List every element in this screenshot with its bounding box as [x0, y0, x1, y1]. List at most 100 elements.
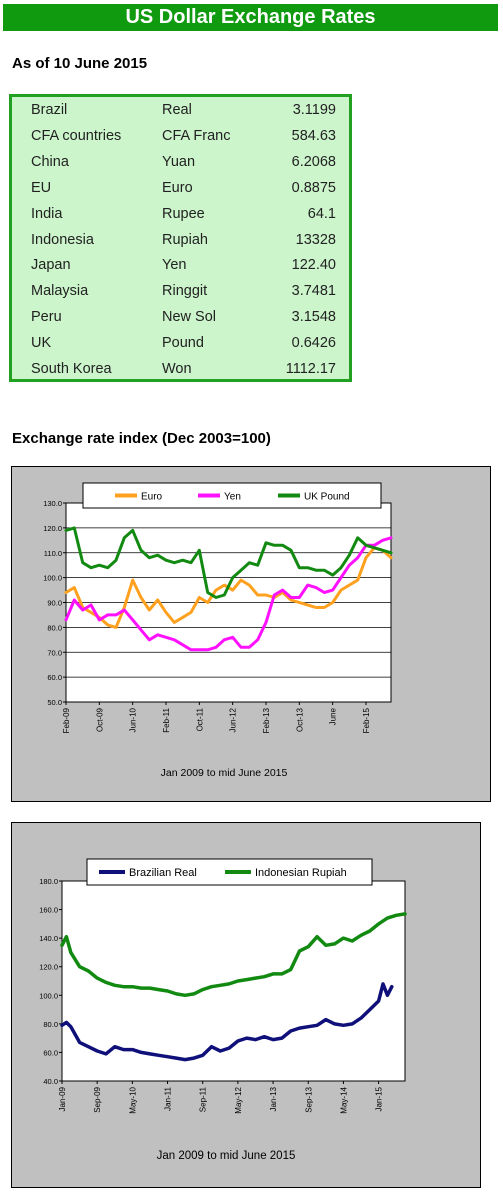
rate-value-cell: 122.40 — [291, 257, 336, 274]
rate-value-cell: 0.6426 — [291, 335, 336, 352]
x-tick-label: Feb-09 — [62, 707, 71, 733]
real-rupiah-index-chart: 40.0 60.0 80.0 100.0 120.0 140.0 160.0 180.0 Jan… — [39, 858, 407, 1162]
rate-row: Brazil Real 3.1199 — [12, 99, 349, 125]
rate-row: Malaysia Ringgit 3.7481 — [12, 280, 349, 306]
rate-value-cell: 1112.17 — [285, 361, 336, 377]
rate-row: China Yuan 6.2068 — [12, 151, 349, 177]
x-tick-label: Oct-13 — [295, 707, 304, 732]
rate-value-cell: 0.8875 — [291, 179, 336, 196]
series-line — [60, 912, 407, 998]
x-tick-label: Feb-13 — [262, 707, 271, 733]
legend-label: UK Pound — [304, 492, 350, 503]
y-tick-label: 100.0 — [39, 991, 58, 1000]
rate-value-cell: 3.7481 — [291, 283, 336, 300]
x-tick-label: Jan-13 — [269, 1086, 278, 1111]
x-tick-label: Feb-15 — [362, 707, 371, 733]
legend-label: Euro — [141, 492, 163, 503]
chart-caption: Jan 2009 to mid June 2015 — [157, 1150, 296, 1162]
country-cell: Brazil — [31, 102, 68, 118]
currency-cell: Rupiah — [162, 231, 208, 248]
country-cell: CFA countries — [31, 127, 122, 144]
y-tick-label: 110.0 — [44, 549, 62, 558]
country-cell: UK — [31, 335, 52, 352]
rate-value-cell: 584.63 — [291, 127, 336, 144]
chart-panel-1: 50.0 60.0 70.0 80.0 90.0 100.0 110.0 120.0 130.0… — [11, 466, 491, 802]
rate-row: CFA countries CFA Franc 584.63 — [12, 125, 349, 151]
y-tick-label: 40.0 — [43, 1077, 58, 1086]
y-tick-label: 140.0 — [39, 934, 58, 943]
rate-row: Peru New Sol 3.1548 — [12, 306, 349, 332]
x-tick-label: Oct-11 — [195, 707, 204, 731]
rate-row: South Korea Won 1112.17 — [12, 358, 349, 384]
legend-label: Brazilian Real — [129, 867, 197, 879]
y-tick-label: 90.0 — [47, 599, 62, 608]
x-tick-label: Jan-11 — [164, 1086, 173, 1110]
y-tick-label: 80.0 — [47, 623, 62, 632]
rate-value-cell: 64.1 — [307, 205, 336, 222]
x-tick-label: Jan-09 — [58, 1086, 67, 1111]
x-tick-label: May-12 — [234, 1086, 243, 1113]
y-tick-label: 120.0 — [39, 963, 58, 972]
rate-value-cell: 3.1548 — [291, 309, 336, 326]
y-tick-label: 70.0 — [47, 648, 62, 657]
x-tick-label: Feb-11 — [162, 707, 171, 732]
country-cell: Malaysia — [31, 283, 89, 300]
y-tick-label: 60.0 — [47, 673, 62, 682]
exchange-rate-table: Brazil Real 3.1199 CFA countries CFA Franc 58… — [9, 94, 352, 382]
x-tick-label: May-14 — [339, 1086, 348, 1113]
x-tick-label: Oct-09 — [95, 707, 104, 732]
rate-row: UK Pound 0.6426 — [12, 332, 349, 358]
x-tick-label: June — [329, 707, 338, 725]
series-line — [64, 536, 393, 652]
country-cell: Peru — [31, 309, 62, 326]
index-section-title: Exchange rate index (Dec 2003=100) — [12, 430, 271, 447]
chart-panel-2: 40.0 60.0 80.0 100.0 120.0 140.0 160.0 180.0 Jan… — [11, 822, 481, 1188]
currency-cell: Rupee — [162, 205, 205, 222]
currency-cell: Yuan — [162, 153, 196, 170]
currency-cell: Pound — [162, 335, 204, 352]
rate-value-cell: 13328 — [295, 231, 336, 248]
currency-cell: Real — [162, 102, 192, 118]
as-of-date: As of 10 June 2015 — [12, 55, 148, 72]
y-tick-label: 100.0 — [43, 574, 62, 583]
currency-cell: Won — [162, 361, 192, 377]
currency-cell: Yen — [162, 257, 187, 274]
x-tick-label: Jun-12 — [229, 707, 238, 732]
y-tick-label: 60.0 — [43, 1048, 58, 1057]
country-cell: South Korea — [31, 361, 112, 377]
y-tick-label: 130.0 — [43, 499, 62, 508]
rate-row: Japan Yen 122.40 — [12, 254, 349, 280]
currency-cell: CFA Franc — [162, 127, 231, 144]
x-tick-label: May-10 — [128, 1086, 137, 1113]
y-tick-label: 80.0 — [43, 1020, 58, 1029]
x-tick-label: Jan-15 — [375, 1086, 384, 1111]
rate-row: EU Euro 0.8875 — [12, 177, 349, 203]
rate-value-cell: 6.2068 — [291, 153, 336, 170]
y-tick-label: 180.0 — [39, 877, 58, 886]
rate-row: India Rupee 64.1 — [12, 203, 349, 229]
chart-caption: Jan 2009 to mid June 2015 — [161, 767, 288, 779]
rate-row: Indonesia Rupiah 13328 — [12, 229, 349, 255]
currency-cell: Euro — [162, 179, 193, 196]
country-cell: Indonesia — [31, 231, 94, 248]
series-line — [60, 982, 394, 1062]
y-tick-label: 160.0 — [39, 906, 58, 915]
rate-value-cell: 3.1199 — [292, 102, 336, 118]
exchange-rate-index-chart: 50.0 60.0 70.0 80.0 90.0 100.0 110.0 120.0 130.0… — [43, 482, 393, 779]
x-tick-label: Sep-09 — [93, 1086, 102, 1112]
x-tick-label: Jun-10 — [129, 707, 138, 732]
legend-label: Indonesian Rupiah — [255, 867, 347, 879]
y-tick-label: 120.0 — [43, 524, 62, 533]
country-cell: Japan — [31, 257, 71, 274]
currency-cell: Ringgit — [162, 283, 208, 300]
country-cell: India — [31, 205, 63, 222]
y-tick-label: 50.0 — [47, 698, 62, 707]
legend-label: Yen — [224, 492, 241, 503]
page-title-banner: US Dollar Exchange Rates — [3, 4, 498, 31]
currency-cell: New Sol — [162, 309, 216, 326]
x-tick-label: Sep-11 — [199, 1086, 208, 1112]
x-tick-label: Sep-13 — [304, 1086, 313, 1112]
country-cell: China — [31, 153, 69, 170]
country-cell: EU — [31, 179, 52, 196]
series-line — [64, 526, 393, 599]
